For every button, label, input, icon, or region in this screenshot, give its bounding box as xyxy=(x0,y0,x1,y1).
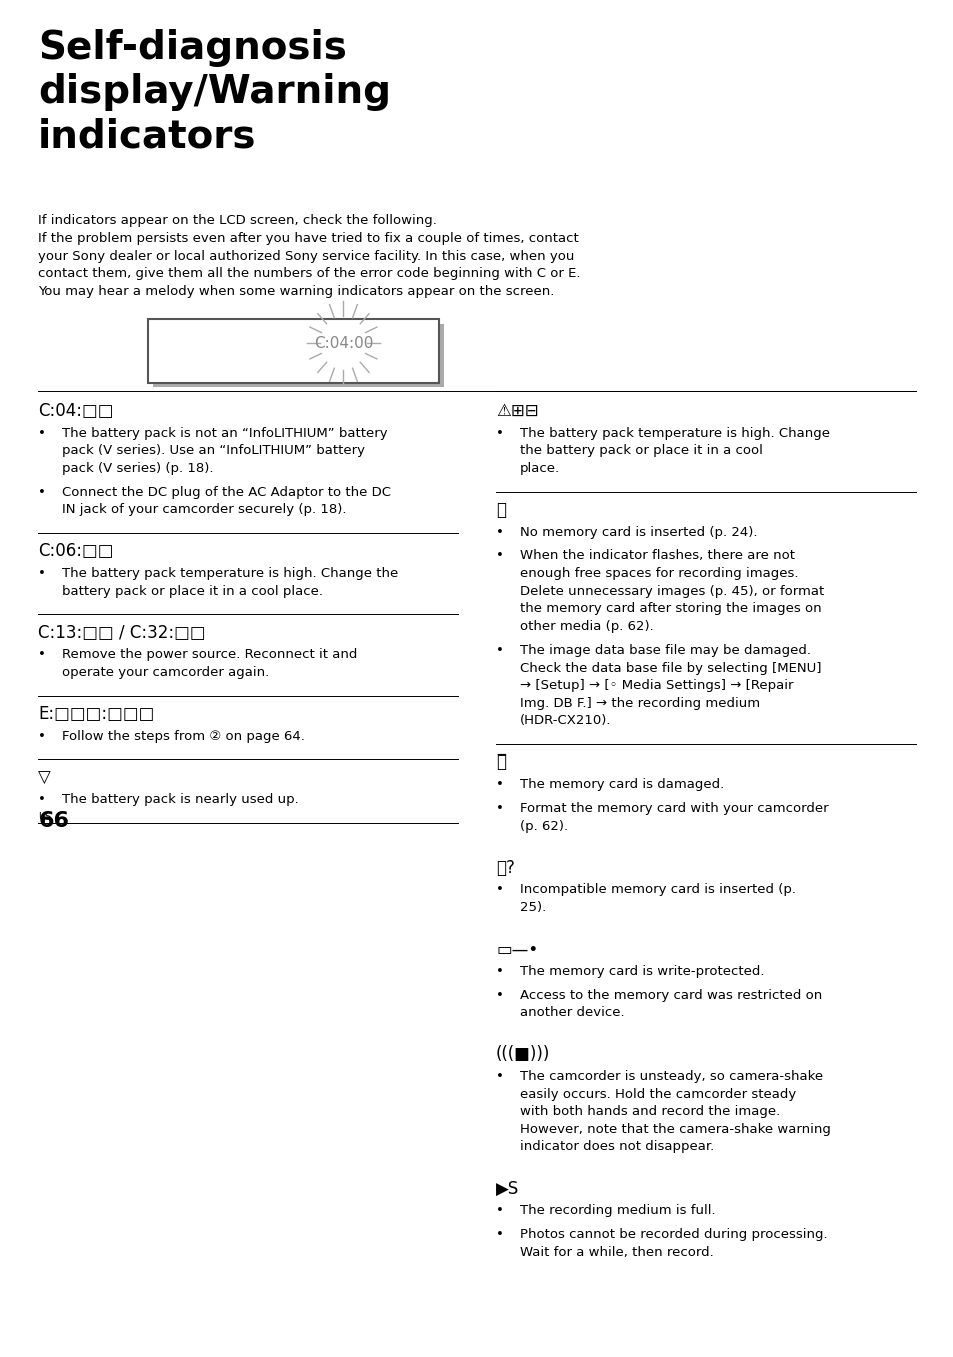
Text: Remove the power source. Reconnect it and: Remove the power source. Reconnect it an… xyxy=(62,649,357,661)
Text: enough free spaces for recording images.: enough free spaces for recording images. xyxy=(519,567,798,579)
Text: •: • xyxy=(496,525,503,539)
Text: •: • xyxy=(496,965,503,977)
Text: If indicators appear on the LCD screen, check the following.: If indicators appear on the LCD screen, … xyxy=(38,214,436,228)
Text: The battery pack temperature is high. Change the: The battery pack temperature is high. Ch… xyxy=(62,567,397,579)
Text: the memory card after storing the images on: the memory card after storing the images… xyxy=(519,603,821,615)
Text: The memory card is write-protected.: The memory card is write-protected. xyxy=(519,965,763,977)
Text: E:□□□:□□□: E:□□□:□□□ xyxy=(38,706,154,723)
Text: C:04:□□: C:04:□□ xyxy=(38,402,113,419)
Text: Img. DB F.] → the recording medium: Img. DB F.] → the recording medium xyxy=(519,697,760,710)
Text: (p. 62).: (p. 62). xyxy=(519,820,567,833)
FancyBboxPatch shape xyxy=(152,324,443,387)
Text: •: • xyxy=(496,883,503,897)
Text: •: • xyxy=(38,794,46,806)
Text: •: • xyxy=(496,1204,503,1217)
FancyBboxPatch shape xyxy=(148,319,438,383)
Text: The image data base file may be damaged.: The image data base file may be damaged. xyxy=(519,643,810,657)
Text: the battery pack or place it in a cool: the battery pack or place it in a cool xyxy=(519,444,762,457)
Text: •: • xyxy=(38,567,46,579)
Text: •: • xyxy=(496,1228,503,1242)
Text: •: • xyxy=(496,643,503,657)
Text: C:06:□□: C:06:□□ xyxy=(38,543,113,560)
Text: ▽: ▽ xyxy=(38,768,51,787)
Text: If the problem persists even after you have tried to fix a couple of times, cont: If the problem persists even after you h… xyxy=(38,232,578,246)
Text: US: US xyxy=(38,813,51,822)
Text: Wait for a while, then record.: Wait for a while, then record. xyxy=(519,1246,713,1259)
Text: •: • xyxy=(496,1069,503,1083)
Text: However, note that the camera-shake warning: However, note that the camera-shake warn… xyxy=(519,1122,830,1136)
Text: Format the memory card with your camcorder: Format the memory card with your camcord… xyxy=(519,802,828,816)
Text: •: • xyxy=(38,486,46,499)
Text: Connect the DC plug of the AC Adaptor to the DC: Connect the DC plug of the AC Adaptor to… xyxy=(62,486,391,499)
Text: other media (p. 62).: other media (p. 62). xyxy=(519,620,653,632)
Text: •: • xyxy=(496,778,503,791)
Text: Self-diagnosis
display/Warning
indicators: Self-diagnosis display/Warning indicator… xyxy=(38,30,391,156)
Text: Incompatible memory card is inserted (p.: Incompatible memory card is inserted (p. xyxy=(519,883,795,897)
Text: operate your camcorder again.: operate your camcorder again. xyxy=(62,666,269,678)
Text: The memory card is damaged.: The memory card is damaged. xyxy=(519,778,723,791)
Text: The battery pack is not an “InfoLITHIUM” battery: The battery pack is not an “InfoLITHIUM”… xyxy=(62,426,387,440)
Text: with both hands and record the image.: with both hands and record the image. xyxy=(519,1105,780,1118)
Text: easily occurs. Hold the camcorder steady: easily occurs. Hold the camcorder steady xyxy=(519,1087,796,1101)
Text: (HDR-CX210).: (HDR-CX210). xyxy=(519,715,611,727)
Text: ⦻?: ⦻? xyxy=(496,859,515,877)
Text: ⚠⊞⊟: ⚠⊞⊟ xyxy=(496,402,538,419)
Text: •: • xyxy=(496,550,503,562)
Text: ⦻̅: ⦻̅ xyxy=(496,753,505,772)
Text: Follow the steps from ② on page 64.: Follow the steps from ② on page 64. xyxy=(62,730,305,742)
Text: Check the data base file by selecting [MENU]: Check the data base file by selecting [M… xyxy=(519,661,821,674)
Text: •: • xyxy=(38,730,46,742)
Text: place.: place. xyxy=(519,461,559,475)
Text: C:13:□□ / C:32:□□: C:13:□□ / C:32:□□ xyxy=(38,624,206,642)
Text: •: • xyxy=(38,649,46,661)
Text: C:04:00: C:04:00 xyxy=(314,335,373,350)
Text: → [Setup] → [◦ Media Settings] → [Repair: → [Setup] → [◦ Media Settings] → [Repair xyxy=(519,680,793,692)
Text: contact them, give them all the numbers of the error code beginning with C or E.: contact them, give them all the numbers … xyxy=(38,267,580,281)
Text: (((■))): (((■))) xyxy=(496,1045,550,1063)
Text: Delete unnecessary images (p. 45), or format: Delete unnecessary images (p. 45), or fo… xyxy=(519,585,823,597)
Text: indicator does not disappear.: indicator does not disappear. xyxy=(519,1140,714,1153)
Text: battery pack or place it in a cool place.: battery pack or place it in a cool place… xyxy=(62,585,323,597)
Text: pack (V series) (p. 18).: pack (V series) (p. 18). xyxy=(62,461,213,475)
Text: 66: 66 xyxy=(38,810,69,830)
Text: •: • xyxy=(38,426,46,440)
Text: The battery pack is nearly used up.: The battery pack is nearly used up. xyxy=(62,794,298,806)
Text: IN jack of your camcorder securely (p. 18).: IN jack of your camcorder securely (p. 1… xyxy=(62,503,346,517)
Text: Access to the memory card was restricted on: Access to the memory card was restricted… xyxy=(519,988,821,1001)
Text: The camcorder is unsteady, so camera-shake: The camcorder is unsteady, so camera-sha… xyxy=(519,1069,822,1083)
Text: pack (V series). Use an “InfoLITHIUM” battery: pack (V series). Use an “InfoLITHIUM” ba… xyxy=(62,444,365,457)
Text: The recording medium is full.: The recording medium is full. xyxy=(519,1204,715,1217)
Text: your Sony dealer or local authorized Sony service facility. In this case, when y: your Sony dealer or local authorized Son… xyxy=(38,250,574,263)
Text: Photos cannot be recorded during processing.: Photos cannot be recorded during process… xyxy=(519,1228,826,1242)
Text: another device.: another device. xyxy=(519,1006,624,1019)
Text: The battery pack temperature is high. Change: The battery pack temperature is high. Ch… xyxy=(519,426,829,440)
Text: When the indicator flashes, there are not: When the indicator flashes, there are no… xyxy=(519,550,794,562)
Text: ▶S: ▶S xyxy=(496,1179,518,1197)
Text: No memory card is inserted (p. 24).: No memory card is inserted (p. 24). xyxy=(519,525,757,539)
Text: •: • xyxy=(496,988,503,1001)
Text: You may hear a melody when some warning indicators appear on the screen.: You may hear a melody when some warning … xyxy=(38,285,554,299)
Text: ⦻: ⦻ xyxy=(496,501,505,518)
Text: 25).: 25). xyxy=(519,901,546,915)
Text: •: • xyxy=(496,426,503,440)
Text: ▭—•: ▭—• xyxy=(496,940,537,958)
Text: •: • xyxy=(496,802,503,816)
